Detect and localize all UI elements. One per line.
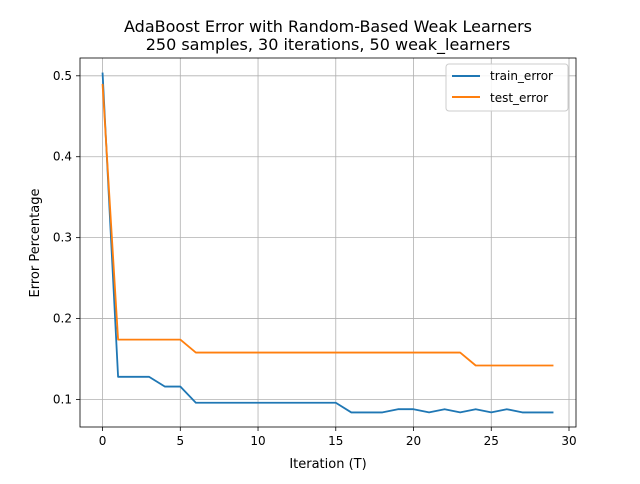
y-tick-label: 0.1	[53, 392, 72, 406]
axis-ticks: 0 5 10 15 20 25 30 0.1 0.2 0.3 0.4 0.5	[53, 69, 577, 448]
chart-subtitle: 250 samples, 30 iterations, 50 weak_lear…	[146, 35, 511, 55]
x-tick-label: 0	[99, 434, 107, 448]
x-tick-label: 10	[250, 434, 265, 448]
y-tick-label: 0.5	[53, 69, 72, 83]
legend-label-train-error: train_error	[490, 69, 553, 83]
chart-title: AdaBoost Error with Random-Based Weak Le…	[124, 17, 532, 36]
y-tick-label: 0.2	[53, 312, 72, 326]
plot-area-frame	[79, 57, 577, 428]
x-tick-label: 15	[328, 434, 343, 448]
series-line-test-error	[101, 83, 554, 367]
y-tick-label: 0.3	[53, 231, 72, 245]
x-tick-label: 5	[176, 434, 184, 448]
x-tick-label: 30	[561, 434, 576, 448]
series-lines	[101, 72, 554, 414]
legend-label-test-error: test_error	[490, 91, 548, 105]
legend: train_error test_error	[445, 63, 569, 112]
x-tick-label: 25	[484, 434, 499, 448]
x-tick-label: 20	[406, 434, 421, 448]
x-axis-label: Iteration (T)	[289, 457, 366, 472]
series-line-train-error	[101, 72, 554, 414]
y-tick-label: 0.4	[53, 150, 72, 164]
grid	[80, 58, 576, 427]
y-axis-label: Error Percentage	[28, 189, 43, 298]
